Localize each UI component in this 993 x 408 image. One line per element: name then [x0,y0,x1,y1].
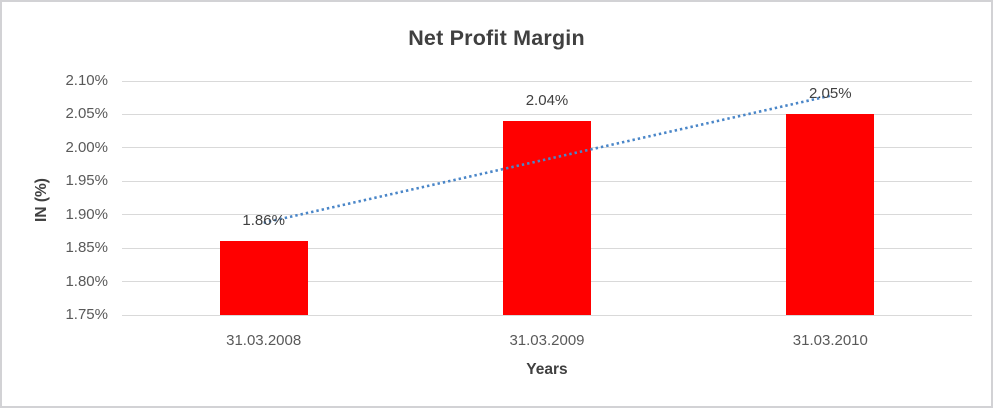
y-tick-label: 1.85% [65,239,108,257]
y-tick-label: 2.05% [65,105,108,123]
y-tick-label: 1.95% [65,172,108,190]
x-axis-title: Years [526,361,568,378]
gridline [122,314,972,316]
data-label: 1.86% [242,212,285,230]
y-tick-label: 2.00% [65,138,108,156]
data-label: 2.05% [809,85,852,103]
chart-title: Net Profit Margin [408,26,585,50]
y-tick-label: 1.90% [65,205,108,223]
gridline [122,80,972,82]
x-tick-label: 31.03.2010 [792,332,868,349]
x-tick-label: 31.03.2008 [226,332,302,349]
bar [786,114,875,315]
x-tick-label: 31.03.2009 [509,332,585,349]
y-tick-label: 1.80% [65,272,108,290]
y-tick-label: 2.10% [65,72,108,89]
bar [503,121,591,315]
data-label: 2.04% [525,92,569,110]
bar [219,241,308,315]
y-tick-label: 1.75% [65,306,108,323]
